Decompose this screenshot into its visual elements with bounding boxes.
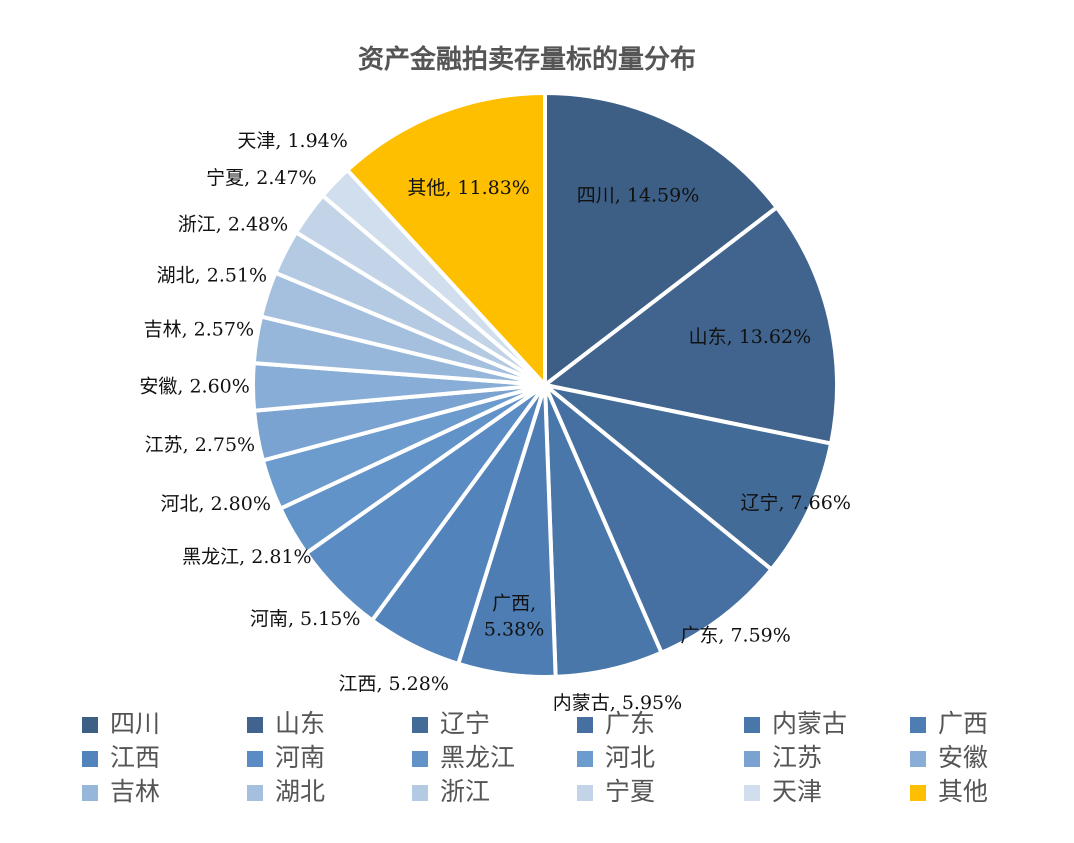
legend-label-11: 安徽: [938, 743, 988, 772]
data-label-13: 湖北, 2.51%: [157, 264, 267, 286]
legend-swatch-3: [577, 717, 593, 733]
data-label-4: 内蒙古, 5.95%: [553, 692, 682, 714]
legend-label-1: 山东: [275, 709, 325, 738]
legend-swatch-0: [82, 717, 98, 733]
legend-label-8: 黑龙江: [440, 743, 515, 772]
data-label-3: 广东, 7.59%: [680, 624, 790, 646]
legend-swatch-11: [910, 751, 926, 767]
legend-swatch-10: [744, 751, 760, 767]
data-label-6: 江西, 5.28%: [338, 673, 448, 695]
data-label-14: 浙江, 2.48%: [178, 214, 288, 236]
legend-label-5: 广西: [938, 709, 988, 738]
pie-slice-17: [344, 90, 547, 391]
pie-slice-0: [543, 90, 780, 390]
legend-label-0: 四川: [110, 709, 160, 738]
legend-swatch-13: [247, 785, 263, 801]
legend-label-2: 辽宁: [440, 709, 490, 738]
legend-swatch-14: [412, 785, 428, 801]
legend-label-10: 江苏: [772, 743, 822, 772]
legend-label-4: 内蒙古: [772, 709, 847, 738]
legend-label-6: 江西: [110, 743, 160, 772]
legend-swatch-1: [247, 717, 263, 733]
legend-swatch-4: [744, 717, 760, 733]
data-label-17: 其他, 11.83%: [407, 177, 530, 199]
data-label-1: 山东, 13.62%: [689, 326, 812, 348]
legend-label-17: 其他: [938, 777, 988, 806]
legend-label-14: 浙江: [440, 777, 490, 806]
legend-label-13: 湖北: [275, 777, 325, 806]
legend-label-7: 河南: [275, 743, 325, 772]
pie-slices: [251, 90, 839, 679]
pie-slice-1: [540, 204, 839, 446]
data-label-8: 黑龙江, 2.81%: [182, 546, 311, 568]
legend-label-15: 宁夏: [605, 777, 655, 806]
data-label-15: 宁夏, 2.47%: [206, 167, 316, 189]
legend-swatch-17: [910, 785, 926, 801]
data-label-12: 吉林, 2.57%: [144, 319, 254, 341]
data-labels: 四川, 14.59% 山东, 13.62% 辽宁, 7.66% 广东, 7.59% 内蒙…: [139, 130, 851, 714]
data-label-7: 河南, 5.15%: [250, 608, 360, 630]
legend-swatch-6: [82, 751, 98, 767]
data-label-11: 安徽, 2.60%: [139, 375, 249, 397]
data-label-0: 四川, 14.59%: [577, 185, 700, 207]
legend-label-9: 河北: [605, 743, 655, 772]
pie-slice-2: [543, 383, 834, 573]
legend-swatch-16: [744, 785, 760, 801]
legend-label-12: 吉林: [110, 777, 160, 806]
data-label-9: 河北, 2.80%: [160, 493, 270, 515]
legend-swatch-8: [412, 751, 428, 767]
legend-label-16: 天津: [772, 777, 822, 806]
legend-label-3: 广东: [605, 709, 655, 738]
legend-swatch-12: [82, 785, 98, 801]
legend-swatch-7: [247, 751, 263, 767]
legend-swatch-2: [412, 717, 428, 733]
data-label-10: 江苏, 2.75%: [145, 434, 255, 456]
legend-swatch-15: [577, 785, 593, 801]
chart-title: 资产金融拍卖存量标的量分布: [358, 44, 696, 75]
pie-slice-3: [543, 383, 775, 656]
data-label-5: 广西, 5.38%: [484, 593, 544, 641]
data-label-16: 天津, 1.94%: [237, 130, 347, 152]
data-label-2: 辽宁, 7.66%: [740, 492, 850, 514]
legend-swatch-9: [577, 751, 593, 767]
legend-swatch-5: [910, 717, 926, 733]
